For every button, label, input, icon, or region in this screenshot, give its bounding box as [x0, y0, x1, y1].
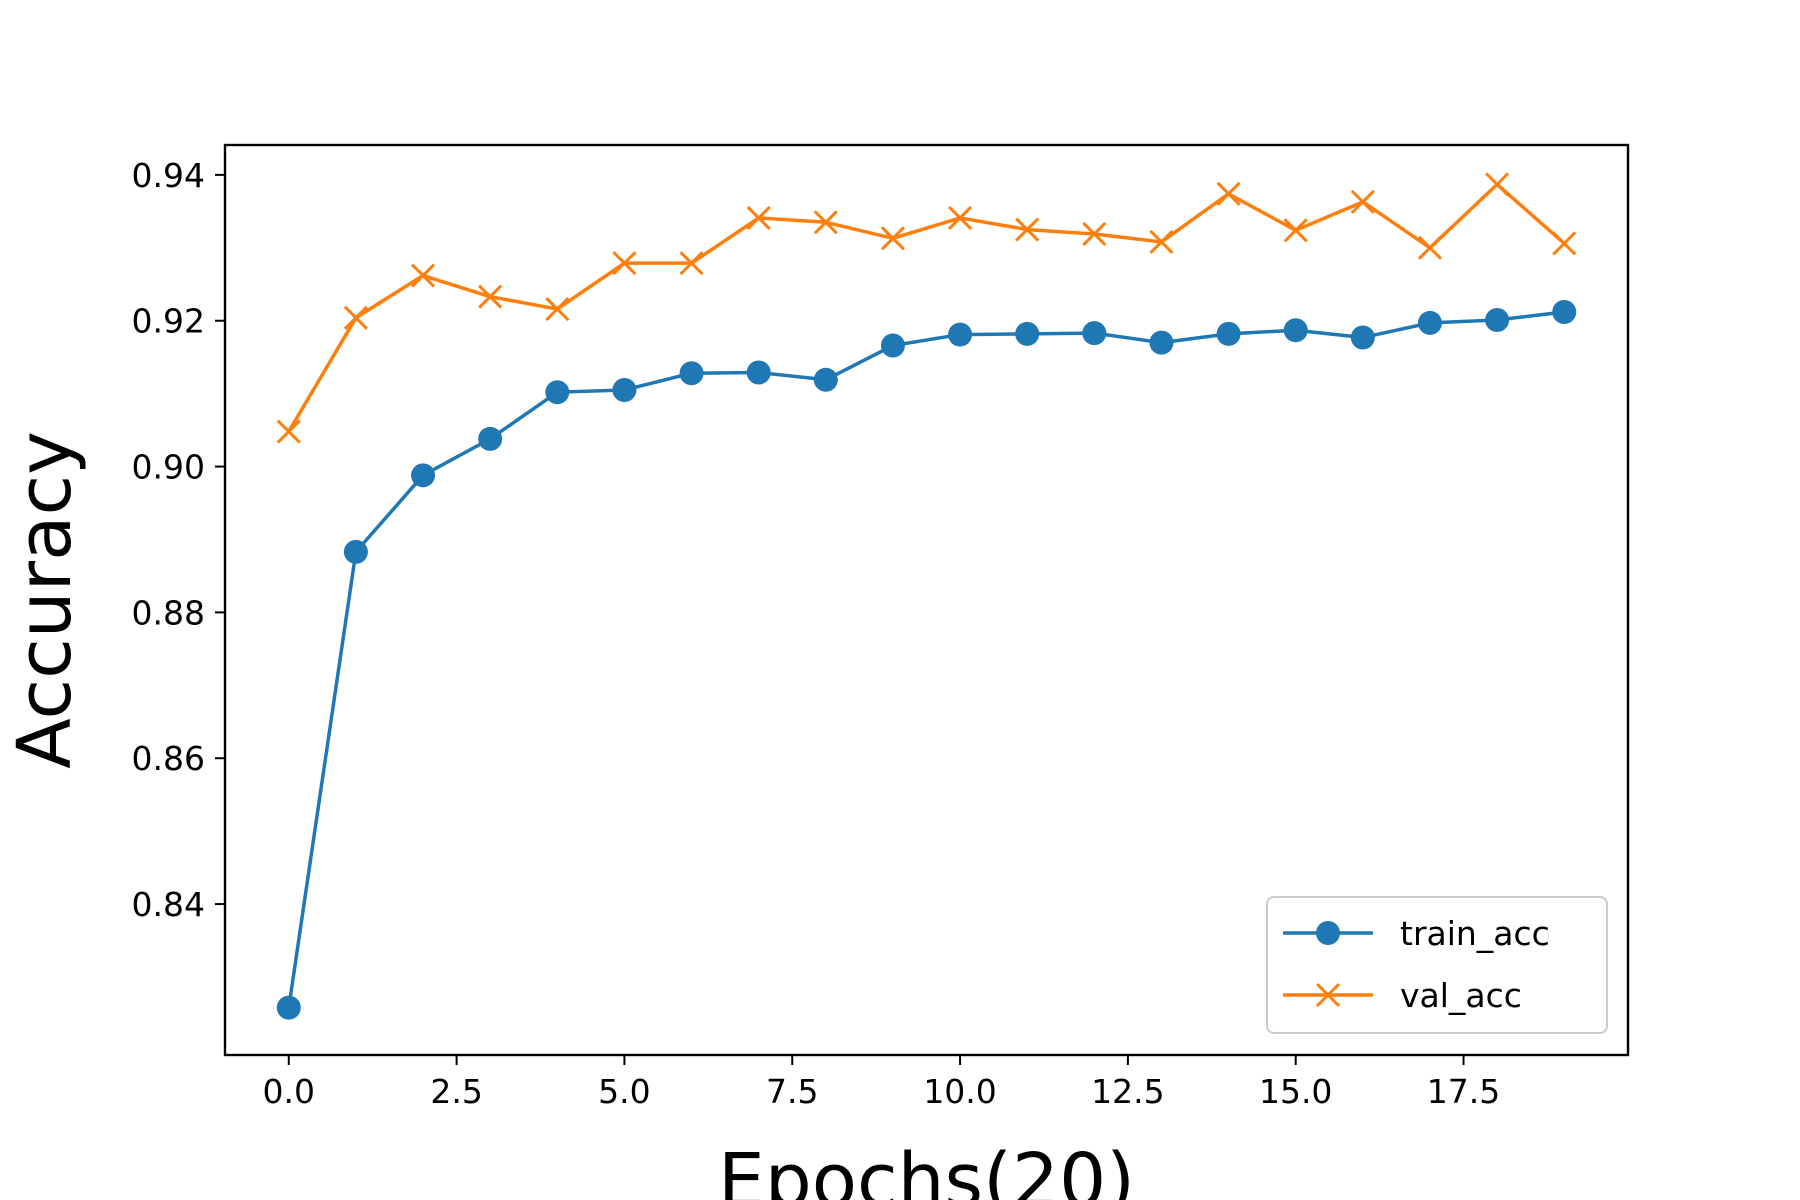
- y-axis-label: Accuracy: [2, 431, 88, 769]
- x-tick-label: 5.0: [598, 1072, 650, 1111]
- data-point-train_acc: [881, 334, 905, 358]
- data-point-train_acc: [1082, 321, 1106, 345]
- y-tick-label: 0.88: [132, 593, 205, 632]
- x-tick-label: 17.5: [1427, 1072, 1500, 1111]
- data-point-train_acc: [478, 427, 502, 451]
- x-tick-label: 12.5: [1091, 1072, 1164, 1111]
- data-point-train_acc: [612, 378, 636, 402]
- y-tick-label: 0.84: [132, 885, 205, 924]
- legend: train_acc val_acc: [1267, 897, 1607, 1033]
- y-tick-label: 0.90: [132, 448, 205, 487]
- x-tick-label: 7.5: [766, 1072, 818, 1111]
- x-axis-label: Epochs(20): [718, 1138, 1135, 1200]
- data-point-train_acc: [1149, 331, 1173, 355]
- data-point-train_acc: [1552, 300, 1576, 324]
- data-point-train_acc: [1284, 318, 1308, 342]
- data-point-train_acc: [680, 361, 704, 385]
- data-point-train_acc: [411, 463, 435, 487]
- data-point-train_acc: [545, 380, 569, 404]
- data-point-train_acc: [747, 361, 771, 385]
- x-tick-label: 15.0: [1259, 1072, 1332, 1111]
- data-point-train_acc: [814, 368, 838, 392]
- data-point-train_acc: [277, 996, 301, 1020]
- data-point-train_acc: [344, 540, 368, 564]
- legend-label: val_acc: [1400, 976, 1522, 1015]
- legend-label: train_acc: [1400, 914, 1550, 953]
- y-tick-label: 0.92: [132, 302, 205, 341]
- data-point-train_acc: [1351, 326, 1375, 350]
- data-point-train_acc: [1418, 311, 1442, 335]
- x-tick-label: 2.5: [430, 1072, 482, 1111]
- y-tick-label: 0.86: [132, 739, 205, 778]
- data-point-train_acc: [1217, 322, 1241, 346]
- x-tick-label: 10.0: [923, 1072, 996, 1111]
- data-point-train_acc: [1485, 308, 1509, 332]
- data-point-train_acc: [948, 323, 972, 347]
- data-point-train_acc: [1015, 322, 1039, 346]
- y-tick-label: 0.94: [132, 156, 205, 195]
- x-tick-label: 0.0: [263, 1072, 315, 1111]
- legend-marker: [1316, 921, 1340, 945]
